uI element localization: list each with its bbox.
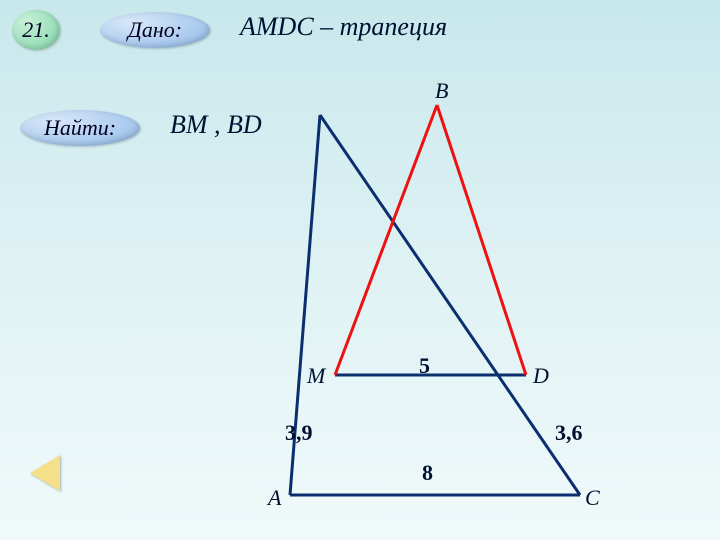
- value-AM: 3,9: [285, 420, 313, 446]
- value-DC: 3,6: [555, 420, 583, 446]
- seg-BD: [437, 105, 526, 375]
- label-A: A: [268, 485, 281, 511]
- label-B: B: [435, 78, 448, 104]
- value-MD: 5: [419, 353, 430, 379]
- value-AC: 8: [422, 460, 433, 486]
- prev-button[interactable]: [30, 455, 60, 491]
- seg-apex-C: [320, 115, 580, 495]
- label-D: D: [533, 363, 549, 389]
- label-C: C: [585, 485, 600, 511]
- label-M: M: [307, 363, 325, 389]
- seg-MB: [335, 105, 437, 375]
- geometry-diagram: [0, 0, 720, 540]
